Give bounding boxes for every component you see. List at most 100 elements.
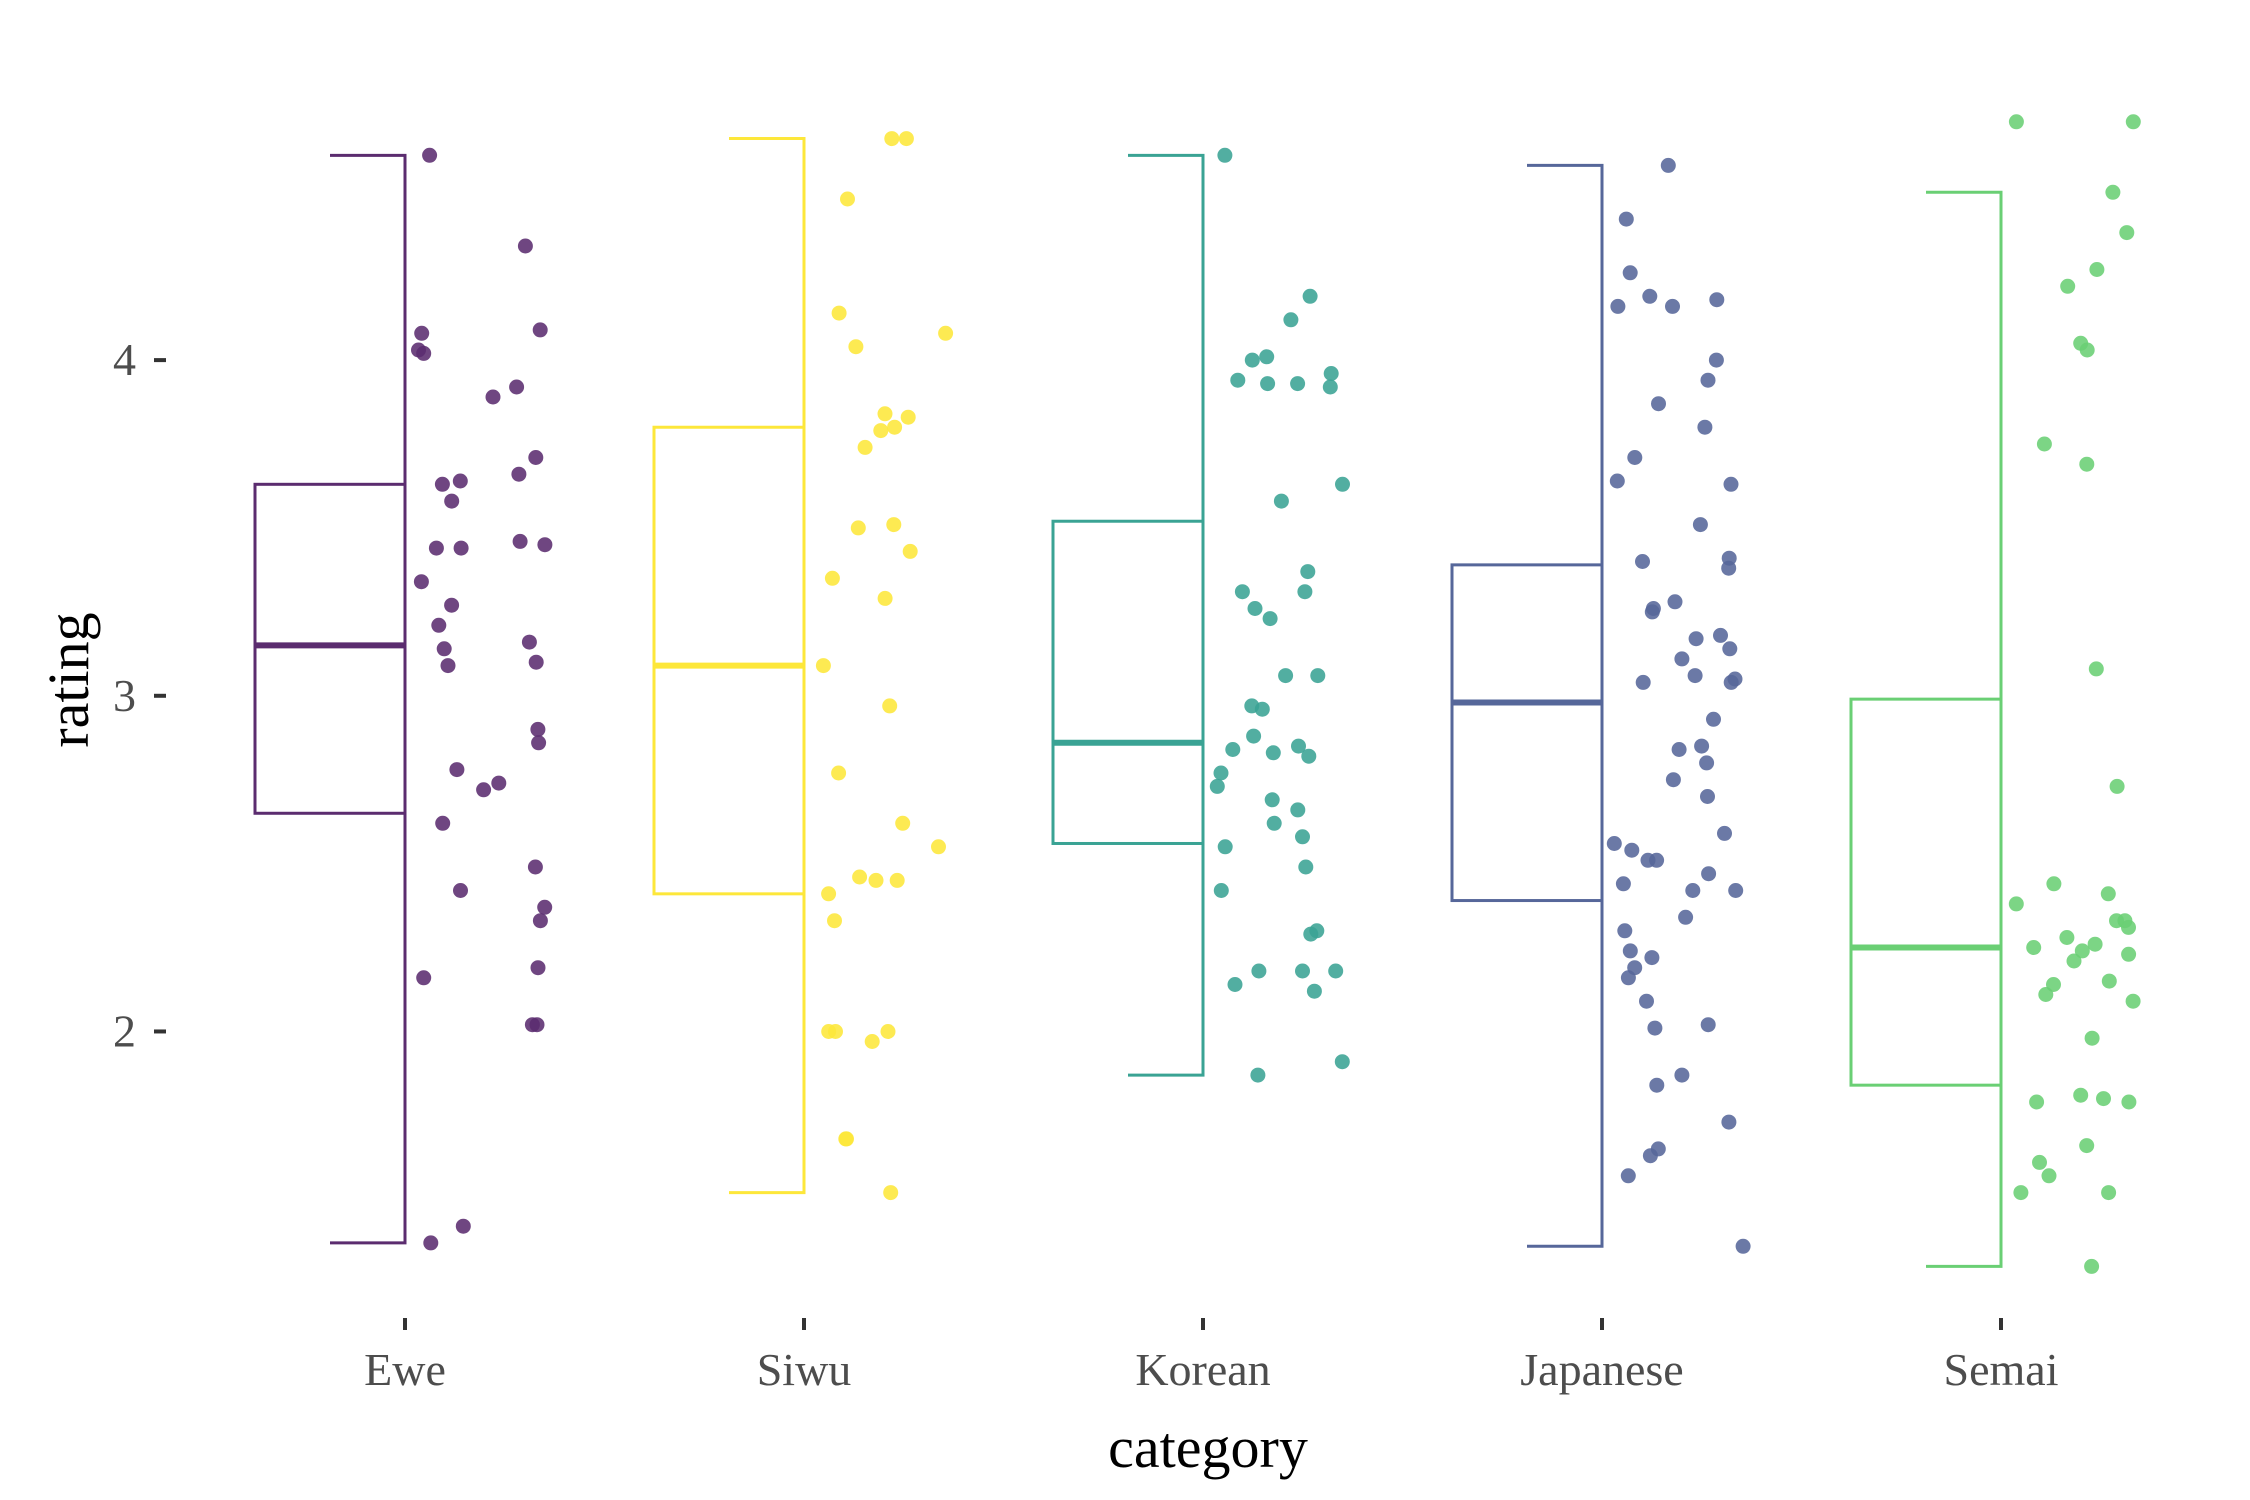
whisker-japanese bbox=[1527, 163, 1604, 1248]
point-japanese bbox=[1644, 950, 1660, 966]
point-siwu bbox=[884, 131, 900, 147]
point-siwu bbox=[938, 325, 954, 341]
point-ewe bbox=[453, 540, 469, 556]
point-japanese bbox=[1622, 265, 1638, 281]
point-korean bbox=[1244, 352, 1260, 368]
point-korean bbox=[1247, 601, 1263, 616]
point-semai bbox=[2046, 876, 2062, 892]
point-korean bbox=[1306, 983, 1322, 999]
point-ewe bbox=[416, 970, 432, 986]
point-japanese bbox=[1708, 352, 1724, 368]
point-semai bbox=[2079, 1138, 2095, 1154]
point-japanese bbox=[1728, 883, 1744, 898]
point-semai bbox=[2109, 778, 2125, 794]
point-ewe bbox=[509, 379, 525, 395]
point-ewe bbox=[434, 476, 450, 492]
point-siwu bbox=[931, 839, 946, 855]
point-ewe bbox=[435, 815, 451, 831]
point-japanese bbox=[1620, 1168, 1636, 1184]
point-siwu bbox=[857, 439, 873, 455]
box-korean bbox=[1051, 519, 1205, 845]
point-siwu bbox=[850, 520, 866, 536]
point-korean bbox=[1290, 802, 1306, 818]
point-japanese bbox=[1735, 1238, 1751, 1254]
point-korean bbox=[1234, 584, 1250, 600]
point-ewe bbox=[531, 735, 547, 751]
point-semai bbox=[2121, 919, 2136, 935]
point-siwu bbox=[821, 886, 837, 902]
point-korean bbox=[1295, 963, 1310, 979]
point-semai bbox=[2059, 930, 2075, 945]
point-ewe bbox=[524, 1017, 540, 1033]
point-ewe bbox=[532, 322, 548, 338]
point-korean bbox=[1217, 147, 1233, 163]
point-siwu bbox=[887, 419, 903, 435]
point-siwu bbox=[895, 815, 911, 831]
point-japanese bbox=[1640, 852, 1656, 868]
point-japanese bbox=[1610, 298, 1626, 314]
point-korean bbox=[1217, 839, 1233, 855]
point-korean bbox=[1273, 493, 1289, 509]
box-ewe bbox=[253, 482, 407, 815]
point-ewe bbox=[431, 617, 447, 633]
point-siwu bbox=[828, 1024, 843, 1039]
point-korean bbox=[1254, 701, 1270, 717]
point-ewe bbox=[440, 658, 456, 674]
x-tick-label-siwu: Siwu bbox=[757, 1344, 852, 1395]
point-ewe bbox=[485, 389, 501, 405]
point-semai bbox=[2008, 114, 2024, 130]
point-japanese bbox=[1618, 211, 1634, 227]
point-korean bbox=[1227, 977, 1243, 992]
point-ewe bbox=[422, 147, 438, 163]
point-japanese bbox=[1687, 668, 1703, 684]
y-tick-label-2: 2 bbox=[113, 1005, 136, 1056]
point-siwu bbox=[889, 872, 905, 888]
y-axis-title: rating bbox=[36, 612, 101, 747]
point-japanese bbox=[1644, 604, 1660, 620]
point-semai bbox=[2088, 661, 2104, 677]
point-korean bbox=[1259, 349, 1275, 365]
x-axis-title: category bbox=[1108, 1415, 1308, 1480]
point-korean bbox=[1295, 829, 1310, 845]
point-ewe bbox=[476, 782, 492, 798]
point-japanese bbox=[1642, 1148, 1658, 1164]
point-ewe bbox=[416, 345, 432, 361]
box-siwu bbox=[652, 425, 806, 896]
point-ewe bbox=[528, 450, 544, 465]
point-siwu bbox=[848, 339, 864, 355]
point-semai bbox=[2032, 1154, 2047, 1170]
point-japanese bbox=[1642, 288, 1658, 304]
point-japanese bbox=[1622, 943, 1638, 959]
point-semai bbox=[2073, 1087, 2089, 1103]
point-ewe bbox=[423, 1235, 439, 1251]
point-korean bbox=[1302, 288, 1318, 304]
point-korean bbox=[1334, 1054, 1350, 1070]
point-semai bbox=[2119, 225, 2135, 241]
point-ewe bbox=[444, 493, 460, 509]
point-semai bbox=[2074, 943, 2090, 959]
point-ewe bbox=[444, 597, 460, 613]
point-korean bbox=[1297, 584, 1313, 600]
point-korean bbox=[1265, 745, 1281, 761]
point-ewe bbox=[413, 574, 429, 590]
point-siwu bbox=[873, 423, 889, 439]
point-japanese bbox=[1713, 627, 1728, 643]
point-japanese bbox=[1721, 1114, 1737, 1130]
point-korean bbox=[1323, 366, 1339, 381]
point-korean bbox=[1251, 963, 1267, 979]
point-japanese bbox=[1685, 883, 1701, 898]
whisker-semai bbox=[1926, 190, 2003, 1268]
point-semai bbox=[2084, 1030, 2100, 1046]
point-japanese bbox=[1624, 842, 1640, 858]
point-japanese bbox=[1700, 1017, 1716, 1033]
whisker-korean bbox=[1128, 153, 1205, 1077]
point-korean bbox=[1209, 778, 1225, 794]
point-japanese bbox=[1617, 923, 1633, 939]
point-japanese bbox=[1651, 396, 1666, 412]
point-japanese bbox=[1660, 157, 1676, 173]
point-siwu bbox=[864, 1034, 880, 1049]
point-ewe bbox=[414, 325, 430, 341]
point-japanese bbox=[1667, 594, 1683, 610]
point-korean bbox=[1290, 376, 1306, 392]
